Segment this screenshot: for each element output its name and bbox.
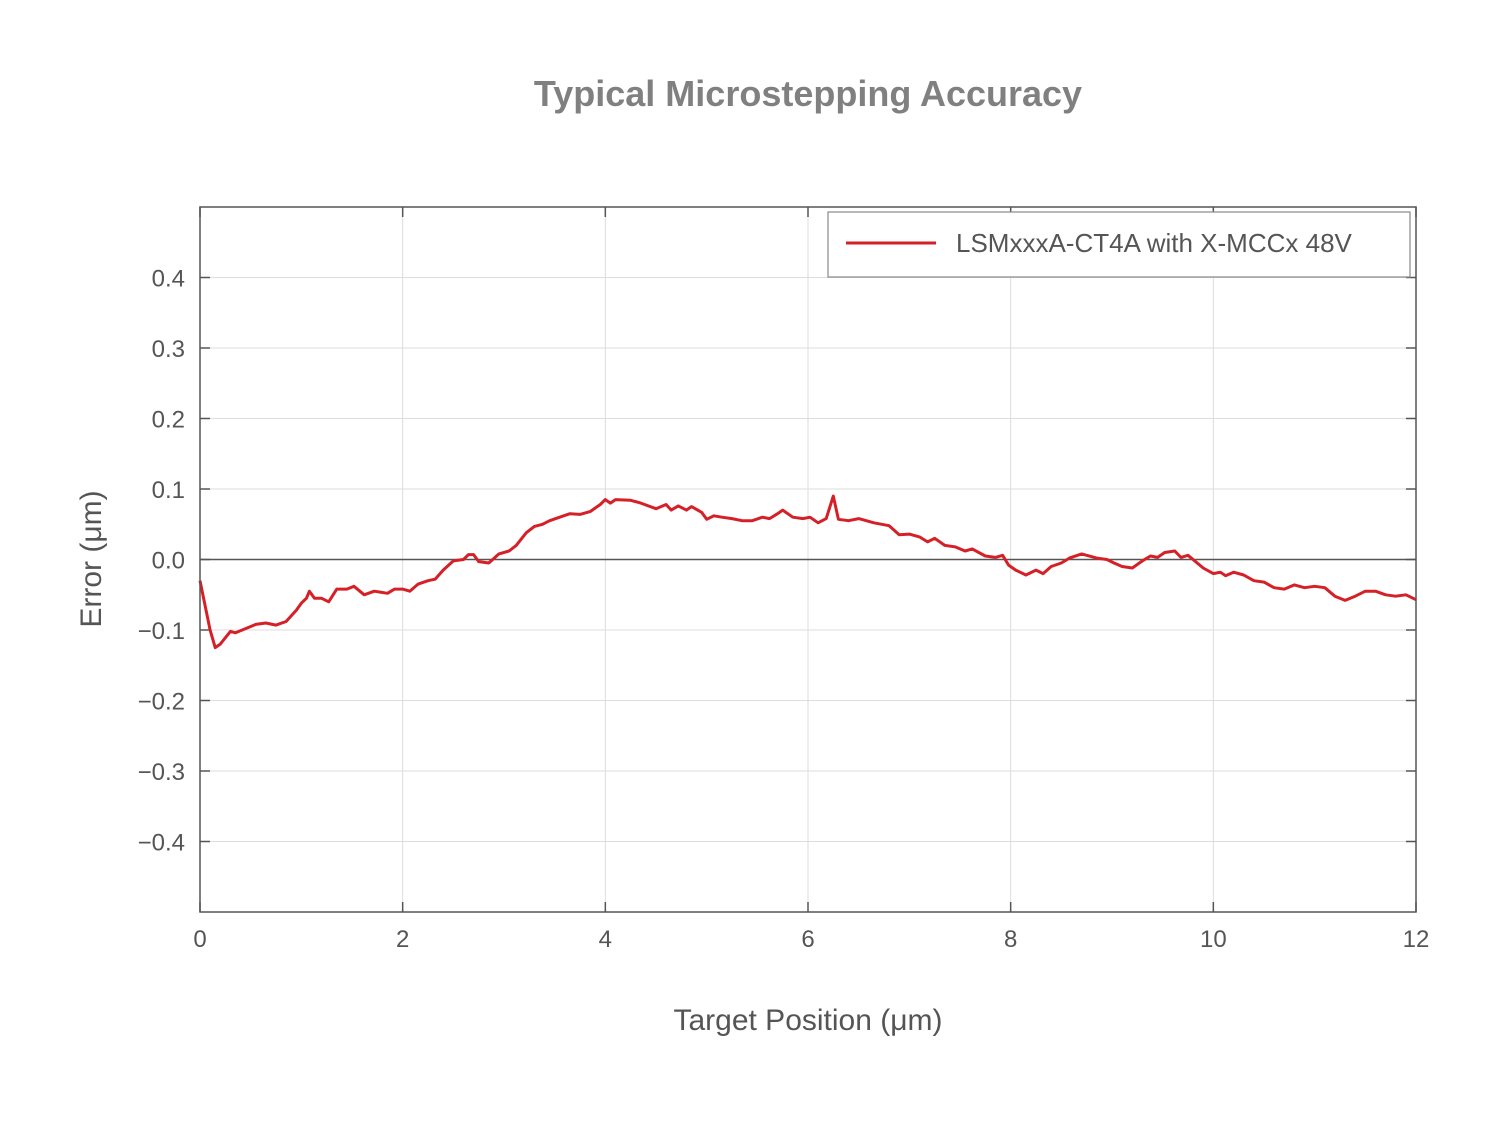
x-axis-label: Target Position (μm) (673, 1004, 942, 1037)
series-line (198, 494, 1417, 650)
y-tick-label: −0.2 (138, 689, 185, 716)
chart-title: Typical Microstepping Accuracy (534, 73, 1082, 114)
y-tick-label: 0.4 (152, 266, 185, 293)
y-tick-label: 0.2 (152, 407, 185, 434)
y-tick-label: 0.1 (152, 477, 185, 504)
x-tick-label: 4 (599, 926, 612, 953)
x-tick-label: 12 (1403, 926, 1430, 953)
y-tick-label: −0.4 (138, 830, 185, 857)
x-tick-label: 10 (1200, 926, 1227, 953)
plot-frame (199, 206, 1417, 913)
x-tick-label: 8 (1004, 926, 1017, 953)
ticks: 0 2 4 6 8 10 12 −0.4 −0.3 −0.2 −0.1 0.0 0.1 0.2 0.3 0.4 (138, 207, 1430, 953)
y-tick-label: 0.3 (152, 336, 185, 363)
y-axis-label: Error (μm) (75, 490, 108, 627)
y-tick-label: −0.3 (138, 759, 185, 786)
legend: LSMxxxA-CT4A with X-MCCx 48V (827, 211, 1411, 278)
x-tick-label: 0 (193, 926, 206, 953)
y-tick-label: 0.0 (152, 548, 185, 575)
y-tick-label: −0.1 (138, 618, 185, 645)
legend-label: LSMxxxA-CT4A with X-MCCx 48V (956, 228, 1353, 258)
x-tick-label: 2 (396, 926, 409, 953)
x-tick-label: 6 (801, 926, 814, 953)
